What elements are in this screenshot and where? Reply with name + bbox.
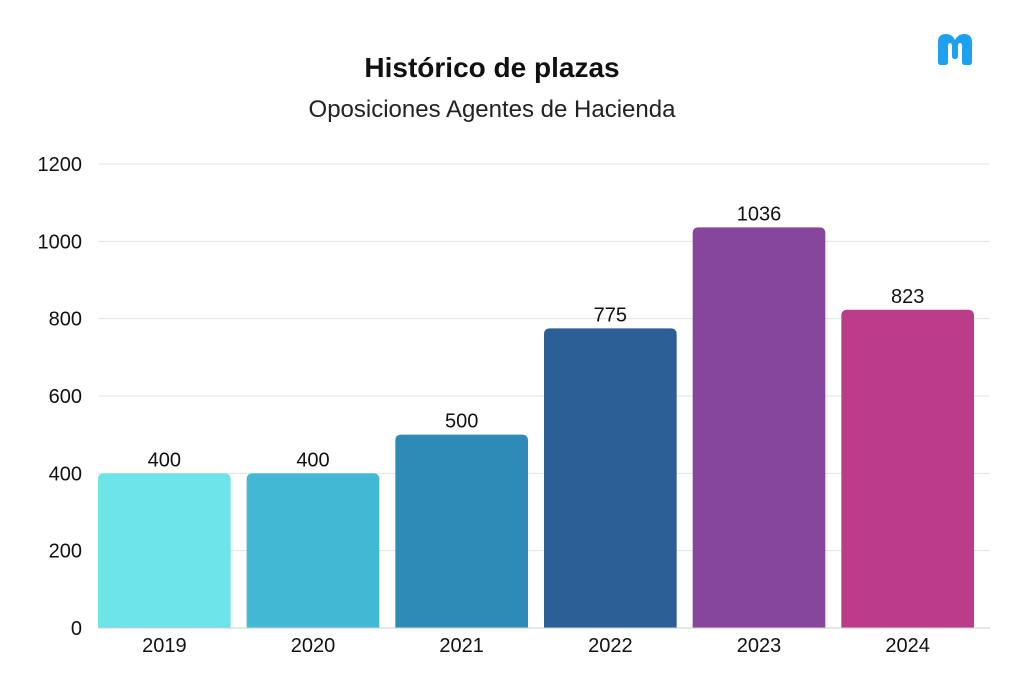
data-label: 1036 — [737, 203, 782, 225]
x-tick-label: 2019 — [142, 635, 187, 657]
brand-logo-icon — [938, 34, 972, 65]
y-tick-label: 1000 — [38, 231, 83, 253]
chart-subtitle: Oposiciones Agentes de Hacienda — [308, 96, 676, 123]
x-tick-label: 2020 — [291, 635, 336, 657]
y-tick-label: 1200 — [38, 154, 83, 176]
data-label: 400 — [296, 449, 329, 471]
y-tick-label: 400 — [49, 463, 82, 485]
y-tick-label: 800 — [49, 309, 82, 331]
chart-title: Histórico de plazas — [364, 52, 620, 83]
y-tick-label: 600 — [49, 386, 82, 408]
bar-2023 — [692, 227, 826, 628]
bar-2021 — [395, 434, 528, 628]
x-tick-label: 2023 — [737, 635, 782, 657]
data-label: 500 — [445, 411, 478, 433]
bar-2022 — [544, 328, 677, 628]
y-tick-label: 200 — [49, 541, 82, 563]
x-tick-label: 2022 — [588, 635, 633, 657]
bar-2019 — [98, 473, 231, 628]
y-tick-label: 0 — [71, 618, 82, 640]
x-tick-label: 2021 — [439, 635, 484, 657]
bar-2020 — [246, 473, 380, 628]
bar-2024 — [841, 309, 974, 628]
data-label: 400 — [148, 449, 181, 471]
data-label: 775 — [594, 304, 627, 326]
data-label: 823 — [891, 286, 924, 308]
brand-logo-shape — [938, 34, 972, 65]
x-tick-label: 2024 — [885, 635, 930, 657]
